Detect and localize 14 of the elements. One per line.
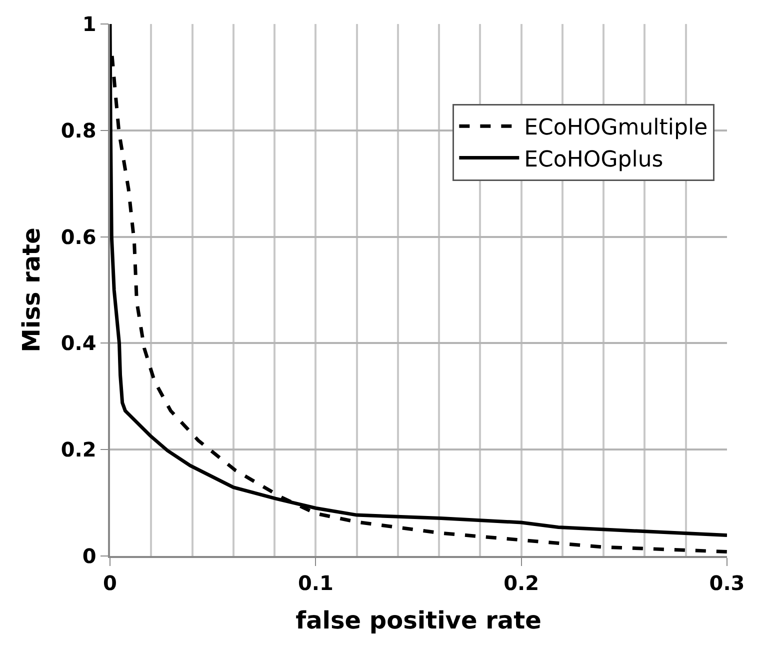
y-axis-title: Miss rate xyxy=(17,228,46,352)
x-tick-label: 0.3 xyxy=(709,570,745,595)
y-tick-label: 1 xyxy=(82,12,96,36)
y-tick-label: 0.4 xyxy=(60,331,96,356)
y-tick-label: 0.2 xyxy=(60,438,96,462)
x-axis-title: false positive rate xyxy=(296,606,542,635)
legend-label: ECoHOGplus xyxy=(524,147,664,172)
y-tick-label: 0.6 xyxy=(60,224,96,249)
x-tick-label: 0 xyxy=(103,570,117,595)
x-tick-label: 0.1 xyxy=(298,570,334,595)
y-tick-label: 0 xyxy=(82,544,96,568)
legend-label: ECoHOGmultiple xyxy=(524,116,708,141)
x-tick-label: 0.2 xyxy=(504,570,540,595)
y-tick-label: 0.8 xyxy=(60,118,96,142)
